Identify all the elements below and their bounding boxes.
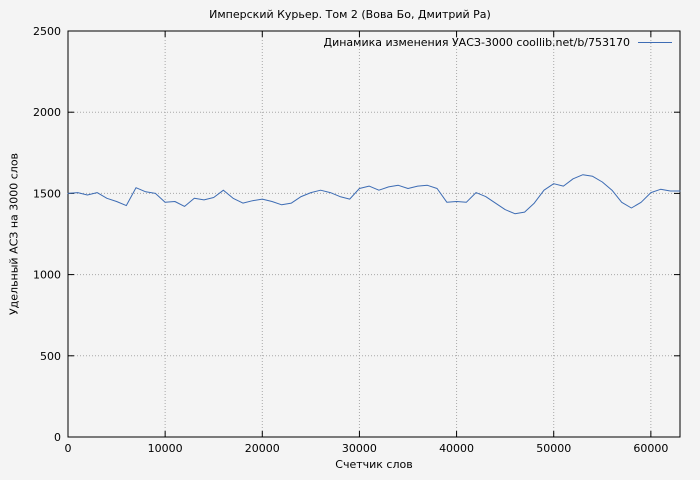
x-tick-label: 0 bbox=[65, 442, 72, 455]
x-tick-label: 10000 bbox=[148, 442, 183, 455]
y-tick-label: 1000 bbox=[33, 269, 61, 282]
x-tick-label: 50000 bbox=[536, 442, 571, 455]
legend-label: Динамика изменения УАСЗ-3000 coollib.net… bbox=[323, 36, 631, 49]
y-axis-label: Удельный АСЗ на 3000 слов bbox=[7, 152, 21, 316]
x-axis-label: Счетчик слов bbox=[335, 458, 413, 471]
x-tick-label: 40000 bbox=[439, 442, 474, 455]
x-tick-label: 60000 bbox=[633, 442, 668, 455]
y-tick-label: 500 bbox=[40, 350, 61, 363]
x-tick-label: 20000 bbox=[245, 442, 280, 455]
y-tick-label: 0 bbox=[54, 431, 61, 444]
x-tick-label: 30000 bbox=[342, 442, 377, 455]
y-tick-label: 1500 bbox=[33, 187, 61, 200]
chart-title: Имперский Курьер. Том 2 (Вова Бо, Дмитри… bbox=[209, 8, 491, 21]
legend: Динамика изменения УАСЗ-3000 coollib.net… bbox=[323, 36, 672, 49]
y-tick-label: 2500 bbox=[33, 25, 61, 38]
legend-line-sample bbox=[638, 42, 672, 43]
data-line bbox=[67, 174, 681, 215]
y-tick-label: 2000 bbox=[33, 106, 61, 119]
